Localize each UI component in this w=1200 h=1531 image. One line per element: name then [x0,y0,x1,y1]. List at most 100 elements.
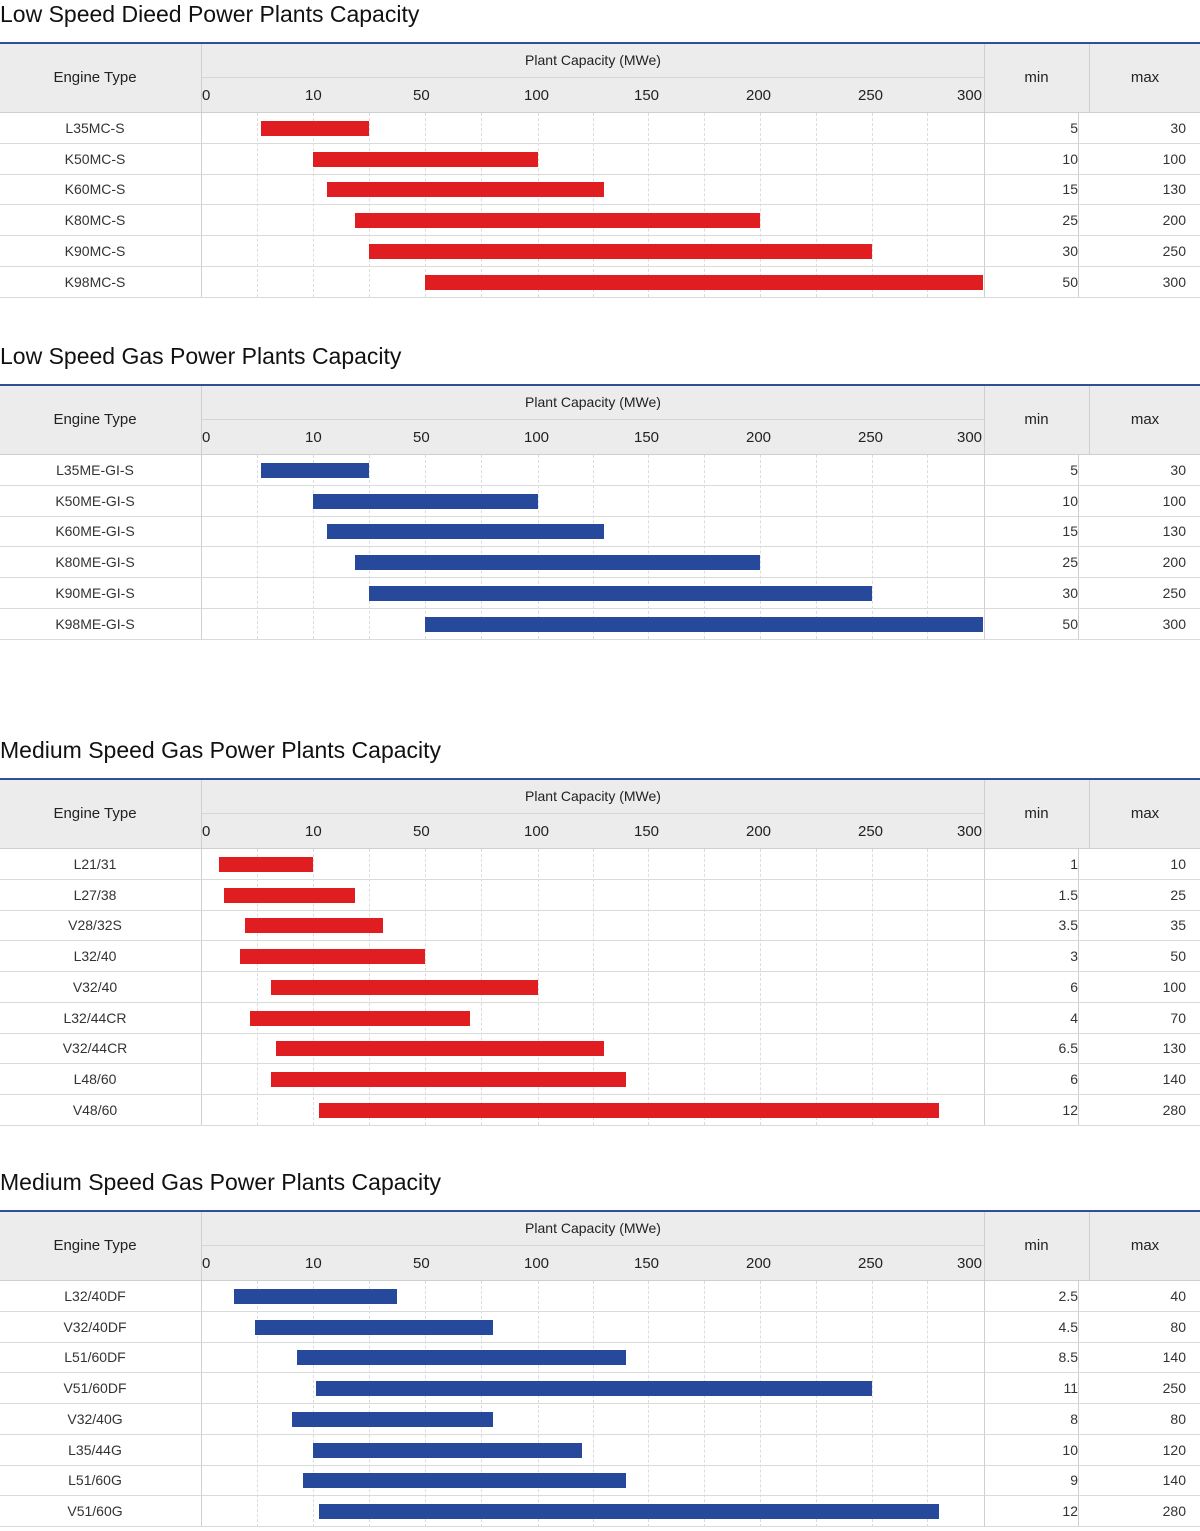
plant-capacity-header: Plant Capacity (MWe) 0 10 50 100 150 200 250 300 [201,780,985,848]
capacity-bar-cell [201,143,985,174]
capacity-bar [297,1350,626,1366]
table-header: Engine Type Plant Capacity (MWe) 0 10 50 100 1… [0,780,1200,849]
max-value: 280 [1162,1101,1186,1118]
capacity-bar-cell [201,1373,985,1404]
table-row: K90MC-S 30 250 [0,235,1200,267]
table-row: L48/60 6 140 [0,1063,1200,1095]
engine-type-cell: K60ME-GI-S [55,523,135,540]
capacity-bar [327,182,604,198]
max-value: 70 [1170,1009,1186,1026]
plant-capacity-label: Plant Capacity (MWe) [525,1220,661,1236]
max-value: 50 [1170,948,1186,965]
capacity-bar-cell [201,266,985,297]
engine-type-header: Engine Type [53,1237,137,1254]
axis-tick-label: 300 [957,823,983,840]
engine-type-cell: K90MC-S [64,242,126,259]
max-value: 100 [1162,978,1186,995]
capacity-table: Engine Type Plant Capacity (MWe) 0 10 50 100 1… [0,778,1200,1126]
capacity-bar [244,918,383,934]
axis-tick-label: 100 [524,823,550,840]
table-header: Engine Type Plant Capacity (MWe) 0 10 50 100 1… [0,44,1200,113]
min-header: min [984,780,1090,848]
max-value: 100 [1162,492,1186,509]
table-body: L21/31 1 10 L27/38 1.5 25 V28/32S 3.5 35 L32/40 3 5… [0,849,1200,1126]
table-row: L51/60DF 8.5 140 [0,1342,1200,1374]
engine-type-cell: V32/40 [72,978,118,995]
max-value: 130 [1162,181,1186,198]
capacity-bar [255,1319,493,1335]
capacity-bar-cell [201,910,985,941]
table-row: K98MC-S 50 300 [0,266,1200,298]
engine-type-cell: L32/44CR [63,1009,127,1026]
axis-tick-label: 300 [957,429,983,446]
plant-capacity-header: Plant Capacity (MWe) 0 10 50 100 150 200 250 300 [201,1212,985,1280]
min-value: 25 [984,205,1079,236]
capacity-bar-cell [201,516,985,547]
max-value: 140 [1162,1349,1186,1366]
capacity-bar [234,1289,397,1304]
axis-tick-label: 10 [305,429,322,446]
table-row: L21/31 1 10 [0,849,1200,880]
axis-tick-label: 100 [524,1255,550,1272]
table-row: L27/38 1.5 25 [0,879,1200,911]
max-value: 300 [1162,273,1186,290]
table-row: K50ME-GI-S 10 100 [0,485,1200,517]
max-value: 10 [1170,856,1186,872]
engine-type-cell: V32/44CR [62,1040,128,1057]
max-value: 120 [1162,1441,1186,1458]
engine-type-cell: L51/60DF [64,1349,126,1366]
min-value: 5 [984,455,1079,485]
axis-tick-label: 100 [524,87,550,104]
table-row: V32/40DF 4.5 80 [0,1311,1200,1343]
table-row: L32/40 3 50 [0,941,1200,973]
max-value: 300 [1162,615,1186,632]
axis-tick-label: 100 [524,429,550,446]
capacity-bar-cell [201,941,985,972]
table-row: L35ME-GI-S 5 30 [0,455,1200,486]
max-value: 25 [1170,886,1186,903]
engine-type-cell: L51/60G [68,1472,122,1489]
capacity-bar-cell [201,1094,985,1125]
engine-type-cell: L27/38 [73,886,117,903]
min-value: 6 [984,971,1079,1002]
axis-tick-label: 0 [202,823,211,840]
axis-tick-label: 250 [858,87,884,104]
max-value: 130 [1162,523,1186,540]
axis-tick-label: 50 [413,429,430,446]
capacity-bar-cell [201,113,985,143]
capacity-bar-cell [201,205,985,236]
engine-type-cell: V32/40G [67,1410,123,1427]
max-value: 250 [1162,242,1186,259]
engine-type-cell: K50ME-GI-S [55,492,135,509]
capacity-bar [223,887,355,903]
capacity-bar [313,1442,582,1458]
table-row: V32/40G 8 80 [0,1403,1200,1435]
axis-tick-label: 300 [957,1255,983,1272]
min-value: 5 [984,113,1079,143]
engine-type-cell: L35MC-S [65,120,125,136]
table-body: L35ME-GI-S 5 30 K50ME-GI-S 10 100 K60ME-GI-S 15… [0,455,1200,640]
table-row: L35MC-S 5 30 [0,113,1200,144]
max-value: 80 [1170,1318,1186,1335]
engine-type-header: Engine Type [53,805,137,822]
min-value: 3.5 [984,910,1079,941]
capacity-bar-cell [201,1465,985,1496]
axis-tick-label: 250 [858,1255,884,1272]
table-row: V51/60DF 11 250 [0,1373,1200,1405]
capacity-bar-cell [201,849,985,879]
axis-tick-label: 10 [305,1255,322,1272]
table-header: Engine Type Plant Capacity (MWe) 0 10 50 100 1… [0,1212,1200,1281]
engine-type-cell: L35/44G [68,1441,122,1458]
axis-tick-label: 0 [202,429,211,446]
engine-type-cell: K80MC-S [64,212,126,229]
engine-type-cell: V51/60DF [63,1380,127,1397]
plant-capacity-header: Plant Capacity (MWe) 0 10 50 100 150 200 250 300 [201,44,985,112]
capacity-bar [271,979,538,995]
capacity-bar [369,243,872,259]
axis-tick-label: 50 [413,1255,430,1272]
max-value: 250 [1162,584,1186,601]
chart-title: Low Speed Gas Power Plants Capacity [0,343,402,369]
capacity-bar-cell [201,1002,985,1033]
capacity-bar [318,1102,939,1118]
min-value: 15 [984,516,1079,547]
